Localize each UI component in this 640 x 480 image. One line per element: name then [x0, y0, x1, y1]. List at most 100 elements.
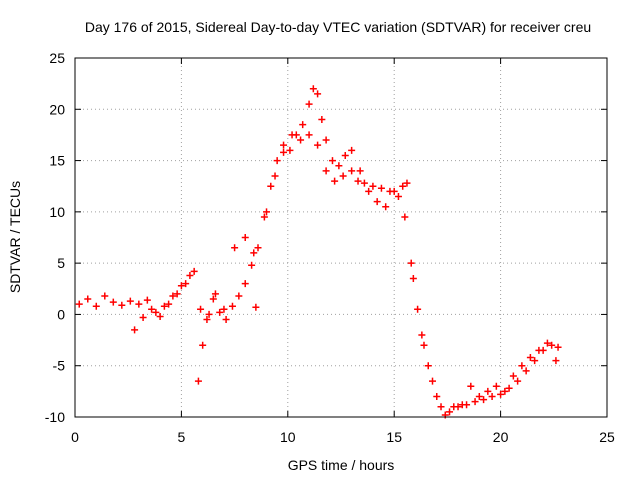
data-point [118, 301, 126, 309]
data-point [314, 141, 322, 149]
data-point [501, 387, 509, 395]
data-point [209, 295, 217, 303]
data-point [531, 357, 539, 365]
data-point [222, 316, 230, 324]
data-point [509, 372, 517, 380]
data-point [231, 244, 239, 252]
y-tick-label: 0 [57, 306, 65, 322]
data-point [418, 331, 426, 339]
data-point [173, 290, 181, 298]
data-point [143, 296, 151, 304]
data-point [543, 339, 551, 347]
y-tick-label: 5 [57, 255, 65, 271]
data-point [84, 295, 92, 303]
data-point [288, 131, 296, 139]
grid [75, 58, 607, 417]
data-point [365, 187, 373, 195]
data-point [156, 312, 164, 320]
x-tick-label: 15 [386, 429, 402, 445]
data-point [197, 305, 205, 313]
data-point [348, 146, 356, 154]
data-point [548, 341, 556, 349]
data-point [401, 213, 409, 221]
data-point [148, 305, 156, 313]
data-point [286, 146, 294, 154]
data-point [488, 392, 496, 400]
data-point [484, 387, 492, 395]
data-point [254, 244, 262, 252]
data-point [497, 390, 505, 398]
data-point [267, 182, 275, 190]
data-point [409, 275, 417, 283]
data-point [505, 384, 513, 392]
data-point [373, 198, 381, 206]
data-point [92, 302, 100, 310]
x-tick-label: 20 [493, 429, 509, 445]
data-point [414, 305, 422, 313]
data-point [369, 182, 377, 190]
data-point [429, 377, 437, 385]
data-point [248, 261, 256, 269]
data-point [190, 267, 198, 275]
data-point [135, 300, 143, 308]
x-tick-label: 0 [71, 429, 79, 445]
x-tick-label: 5 [178, 429, 186, 445]
data-point [403, 179, 411, 187]
chart-title: Day 176 of 2015, Sidereal Day-to-day VTE… [85, 19, 591, 35]
data-point [518, 362, 526, 370]
data-point [263, 208, 271, 216]
data-point [205, 310, 213, 318]
data-point [467, 382, 475, 390]
data-point [235, 292, 243, 300]
data-point [273, 157, 281, 165]
data-point [433, 392, 441, 400]
data-point [377, 184, 385, 192]
data-point [552, 357, 560, 365]
x-axis-title: GPS time / hours [288, 457, 395, 473]
y-tick-label: 10 [49, 204, 65, 220]
data-point [322, 167, 330, 175]
data-point [356, 167, 364, 175]
data-point [399, 182, 407, 190]
data-point [314, 90, 322, 98]
plot-frame [74, 57, 608, 418]
data-point [109, 298, 117, 306]
x-tick-label: 25 [599, 429, 615, 445]
data-point [75, 300, 83, 308]
data-point [480, 396, 488, 404]
data-point [309, 85, 317, 93]
data-point [339, 172, 347, 180]
data-point [241, 280, 249, 288]
data-point [228, 302, 236, 310]
data-point [322, 136, 330, 144]
data-point [446, 408, 454, 416]
data-point [271, 172, 279, 180]
data-point [475, 392, 483, 400]
y-axis-title: SDTVAR / TECUs [7, 181, 23, 293]
data-point [186, 271, 194, 279]
data-point [341, 151, 349, 159]
data-point [220, 305, 228, 313]
data-point [131, 326, 139, 334]
data-point [260, 213, 268, 221]
data-point [492, 382, 500, 390]
data-point [514, 377, 522, 385]
data-point [318, 116, 326, 124]
data-point [299, 121, 307, 129]
data-point [241, 234, 249, 241]
y-tick-label: 20 [49, 101, 65, 117]
data-point [554, 343, 562, 351]
data-point [199, 341, 207, 349]
data-points [75, 85, 562, 419]
data-point [169, 292, 177, 300]
data-point [194, 377, 202, 385]
data-point [328, 157, 336, 165]
data-point [360, 179, 368, 187]
data-point [182, 280, 190, 288]
data-point [394, 192, 402, 200]
y-tick-label: 15 [49, 153, 65, 169]
y-tick-label: 25 [49, 50, 65, 66]
data-point [382, 203, 390, 211]
data-point [522, 367, 530, 375]
